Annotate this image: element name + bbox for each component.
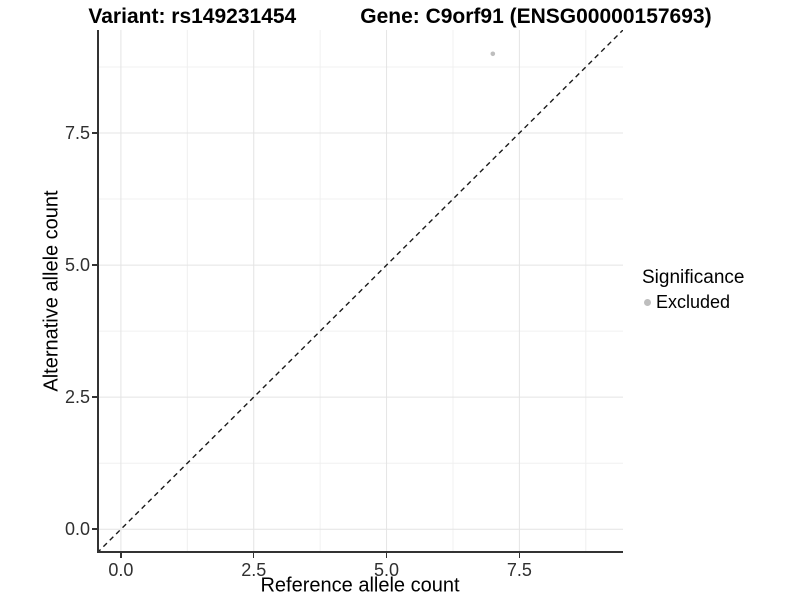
legend-item: Excluded [642,292,744,312]
legend-item-label: Excluded [656,292,731,312]
data-point [490,51,496,57]
y-tick [92,264,97,266]
y-tick [92,528,97,530]
x-tick [120,553,122,558]
x-tick [385,553,388,558]
title-gene: Gene: C9orf91 (ENSG00000157693) [360,5,712,28]
y-tick-label: 2.5 [64,387,90,408]
plot-panel [97,30,623,553]
legend-point-icon [644,298,651,306]
x-tick [252,553,255,558]
x-tick-label: 0.0 [108,560,134,580]
y-tick [92,132,97,134]
title-variant: Variant: rs149231454 [88,5,297,28]
y-tick [92,396,97,398]
x-tick-label: 7.5 [506,560,532,580]
y-tick-label: 5.0 [64,255,90,276]
x-tick [518,553,521,558]
y-tick-label: 7.5 [64,123,90,143]
identity-line [97,30,623,553]
x-tick-label: 5.0 [374,560,400,580]
y-tick-label: 0.0 [64,519,90,540]
legend: Significance Excluded [642,267,744,312]
x-axis-title: Reference allele count [260,574,460,597]
y-axis-title: Alternative allele count [40,190,63,392]
plot-title: Variant: rs149231454 Gene: C9orf91 (ENSG… [0,6,800,28]
x-tick-label: 2.5 [241,560,267,580]
legend-title: Significance [642,267,745,288]
